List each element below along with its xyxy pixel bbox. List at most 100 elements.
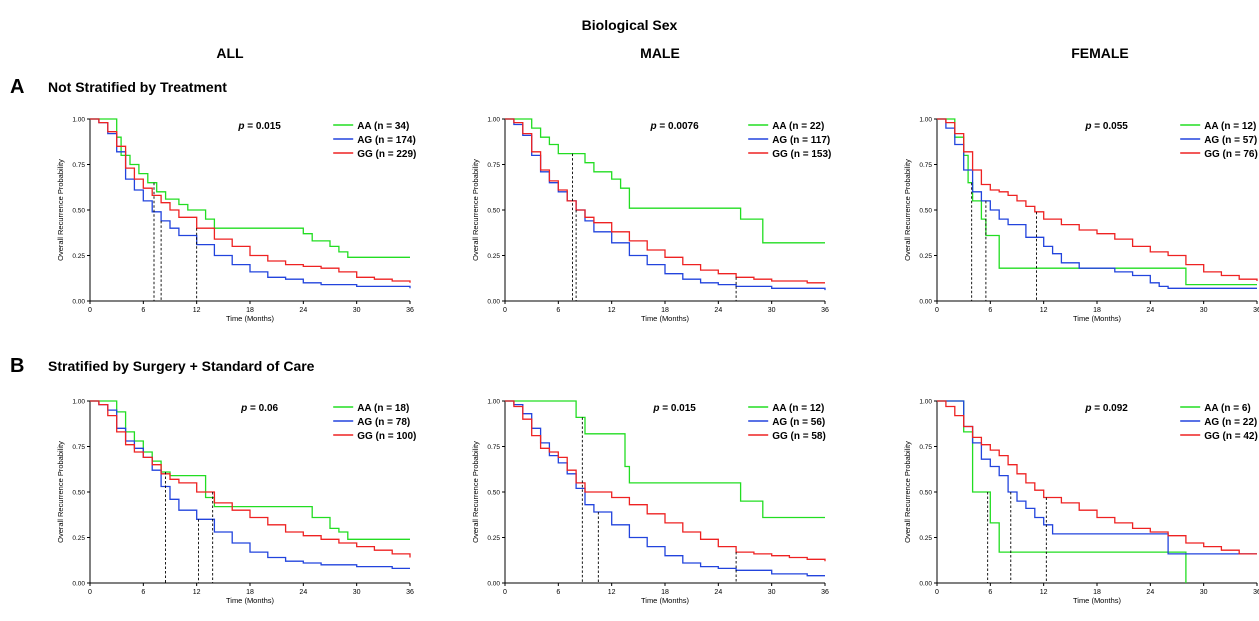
x-tick-label: 18 xyxy=(246,589,254,596)
x-axis-label: Time (Months) xyxy=(641,596,690,605)
km-curve-gg xyxy=(937,400,1257,555)
x-tick-label: 12 xyxy=(1040,307,1048,314)
y-axis-label: Overall Recurrence Probability xyxy=(903,159,912,261)
row-b-title: Stratified by Surgery + Standard of Care xyxy=(48,358,315,374)
km-curve-aa xyxy=(505,400,825,519)
legend-label-aa: AA (n = 12) xyxy=(1204,121,1256,132)
x-tick-label: 18 xyxy=(1093,589,1101,596)
km-curve-gg xyxy=(505,118,825,284)
p-value: p = 0.092 xyxy=(1084,403,1128,414)
y-tick-label: 0.00 xyxy=(72,581,85,588)
x-axis-label: Time (Months) xyxy=(1073,596,1122,605)
x-tick-label: 12 xyxy=(193,307,201,314)
x-tick-label: 0 xyxy=(935,307,939,314)
x-tick-label: 30 xyxy=(768,589,776,596)
x-tick-label: 24 xyxy=(714,589,722,596)
figure-supertitle: Biological Sex xyxy=(581,17,678,33)
x-tick-label: 36 xyxy=(821,307,829,314)
y-axis-label: Overall Recurrence Probability xyxy=(56,441,65,543)
km-curve-gg xyxy=(937,118,1258,281)
km-curve-ag xyxy=(90,400,410,570)
y-tick-label: 0.75 xyxy=(487,162,500,169)
y-tick-label: 0.25 xyxy=(72,535,85,542)
x-tick-label: 18 xyxy=(661,307,669,314)
legend-label-aa: AA (n = 12) xyxy=(772,403,824,414)
x-tick-label: 30 xyxy=(768,307,776,314)
legend-label-ag: AG (n = 78) xyxy=(357,417,410,428)
y-axis-label: Overall Recurrence Probability xyxy=(56,159,65,261)
legend-label-aa: AA (n = 34) xyxy=(357,121,409,132)
legend-label-aa: AA (n = 6) xyxy=(1204,403,1251,414)
x-tick-label: 24 xyxy=(299,589,307,596)
legend-label-gg: GG (n = 58) xyxy=(772,431,826,442)
km-curve-aa xyxy=(90,118,410,258)
km-panel-a-all: 0 6 12 18 24 30 36 0.00 0.25 0.50 0.75 1.00 Time (Mo… xyxy=(56,117,416,324)
km-curve-aa xyxy=(90,400,410,540)
legend-label-gg: GG (n = 100) xyxy=(357,431,416,442)
y-tick-label: 0.50 xyxy=(487,208,500,215)
y-tick-label: 0.75 xyxy=(72,444,85,451)
y-tick-label: 1.00 xyxy=(72,117,85,124)
x-tick-label: 24 xyxy=(714,307,722,314)
km-curve-ag xyxy=(505,400,825,577)
x-tick-label: 30 xyxy=(353,307,361,314)
x-tick-label: 36 xyxy=(406,307,414,314)
x-tick-label: 18 xyxy=(661,589,669,596)
x-tick-label: 24 xyxy=(1146,589,1154,596)
x-tick-label: 18 xyxy=(246,307,254,314)
y-tick-label: 0.00 xyxy=(919,581,932,588)
x-tick-label: 12 xyxy=(608,307,616,314)
p-value: p = 0.0076 xyxy=(650,121,700,132)
x-tick-label: 6 xyxy=(556,307,560,314)
x-tick-label: 12 xyxy=(1040,589,1048,596)
x-tick-label: 36 xyxy=(1253,589,1259,596)
x-axis-label: Time (Months) xyxy=(226,314,275,323)
p-value: p = 0.015 xyxy=(237,121,281,132)
column-header-female: FEMALE xyxy=(1071,45,1129,61)
y-tick-label: 0.25 xyxy=(919,535,932,542)
km-panel-b-male: 0 6 12 18 24 30 36 0.00 0.25 0.50 0.75 1.00 Time (Mo… xyxy=(471,399,829,606)
x-tick-label: 6 xyxy=(988,589,992,596)
km-curve-gg xyxy=(505,400,826,562)
y-tick-label: 0.75 xyxy=(72,162,85,169)
p-value: p = 0.015 xyxy=(652,403,696,414)
legend-label-gg: GG (n = 229) xyxy=(357,149,416,160)
km-curve-aa xyxy=(505,118,825,244)
x-tick-label: 0 xyxy=(935,589,939,596)
x-tick-label: 12 xyxy=(193,589,201,596)
km-curve-aa xyxy=(937,400,1187,583)
x-tick-label: 36 xyxy=(821,589,829,596)
x-tick-label: 0 xyxy=(88,307,92,314)
legend-label-gg: GG (n = 42) xyxy=(1204,431,1258,442)
legend-label-aa: AA (n = 22) xyxy=(772,121,824,132)
row-b-letter: B xyxy=(10,355,25,377)
column-header-all: ALL xyxy=(216,45,244,61)
y-axis-label: Overall Recurrence Probability xyxy=(903,441,912,543)
p-value: p = 0.06 xyxy=(240,403,278,414)
y-tick-label: 0.00 xyxy=(487,581,500,588)
y-tick-label: 1.00 xyxy=(919,117,932,124)
legend-label-aa: AA (n = 18) xyxy=(357,403,409,414)
x-axis-label: Time (Months) xyxy=(1073,314,1122,323)
column-header-male: MALE xyxy=(640,45,680,61)
y-tick-label: 0.25 xyxy=(487,535,500,542)
x-tick-label: 36 xyxy=(406,589,414,596)
y-axis-label: Overall Recurrence Probability xyxy=(471,159,480,261)
x-tick-label: 36 xyxy=(1253,307,1259,314)
x-tick-label: 6 xyxy=(556,589,560,596)
x-tick-label: 0 xyxy=(503,307,507,314)
y-tick-label: 1.00 xyxy=(487,399,500,406)
x-tick-label: 0 xyxy=(503,589,507,596)
x-tick-label: 30 xyxy=(1200,307,1208,314)
km-panel-b-female: 0 6 12 18 24 30 36 0.00 0.25 0.50 0.75 1.00 Time (Mo… xyxy=(903,399,1259,606)
y-tick-label: 0.50 xyxy=(919,208,932,215)
row-a-title: Not Stratified by Treatment xyxy=(48,79,227,95)
x-tick-label: 6 xyxy=(141,307,145,314)
y-tick-label: 0.50 xyxy=(487,490,500,497)
x-tick-label: 24 xyxy=(299,307,307,314)
y-tick-label: 0.75 xyxy=(919,162,932,169)
x-tick-label: 12 xyxy=(608,589,616,596)
y-tick-label: 1.00 xyxy=(919,399,932,406)
legend-label-ag: AG (n = 57) xyxy=(1204,135,1257,146)
y-tick-label: 0.25 xyxy=(487,253,500,260)
